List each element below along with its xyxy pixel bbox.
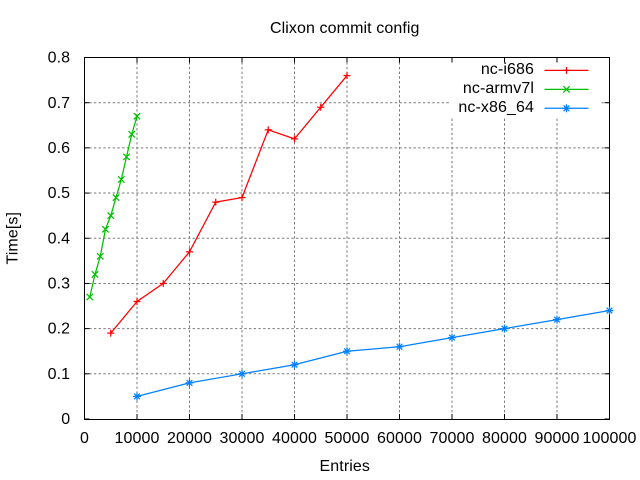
svg-text:0: 0 bbox=[61, 411, 70, 428]
svg-text:10000: 10000 bbox=[115, 430, 160, 447]
svg-text:0.4: 0.4 bbox=[48, 230, 71, 247]
svg-text:60000: 60000 bbox=[377, 430, 422, 447]
svg-text:30000: 30000 bbox=[220, 430, 265, 447]
svg-text:Clixon commit config: Clixon commit config bbox=[270, 20, 420, 37]
svg-text:50000: 50000 bbox=[325, 430, 370, 447]
svg-text:70000: 70000 bbox=[430, 430, 475, 447]
svg-text:Time[s]: Time[s] bbox=[5, 212, 22, 265]
svg-text:Entries: Entries bbox=[320, 458, 371, 475]
svg-text:80000: 80000 bbox=[482, 430, 527, 447]
svg-text:nc-x86_64: nc-x86_64 bbox=[458, 99, 534, 116]
svg-text:0.6: 0.6 bbox=[48, 140, 71, 157]
svg-text:100000: 100000 bbox=[583, 430, 637, 447]
svg-text:nc-i686: nc-i686 bbox=[481, 61, 534, 78]
svg-text:0.7: 0.7 bbox=[48, 95, 71, 112]
svg-text:0.8: 0.8 bbox=[48, 50, 71, 67]
svg-text:0.3: 0.3 bbox=[48, 276, 71, 293]
svg-text:0.5: 0.5 bbox=[48, 185, 71, 202]
svg-text:0: 0 bbox=[80, 430, 89, 447]
svg-text:40000: 40000 bbox=[272, 430, 317, 447]
svg-text:0.2: 0.2 bbox=[48, 321, 71, 338]
svg-text:90000: 90000 bbox=[535, 430, 580, 447]
svg-text:nc-armv7l: nc-armv7l bbox=[463, 80, 534, 97]
svg-text:20000: 20000 bbox=[167, 430, 212, 447]
svg-text:0.1: 0.1 bbox=[48, 366, 71, 383]
